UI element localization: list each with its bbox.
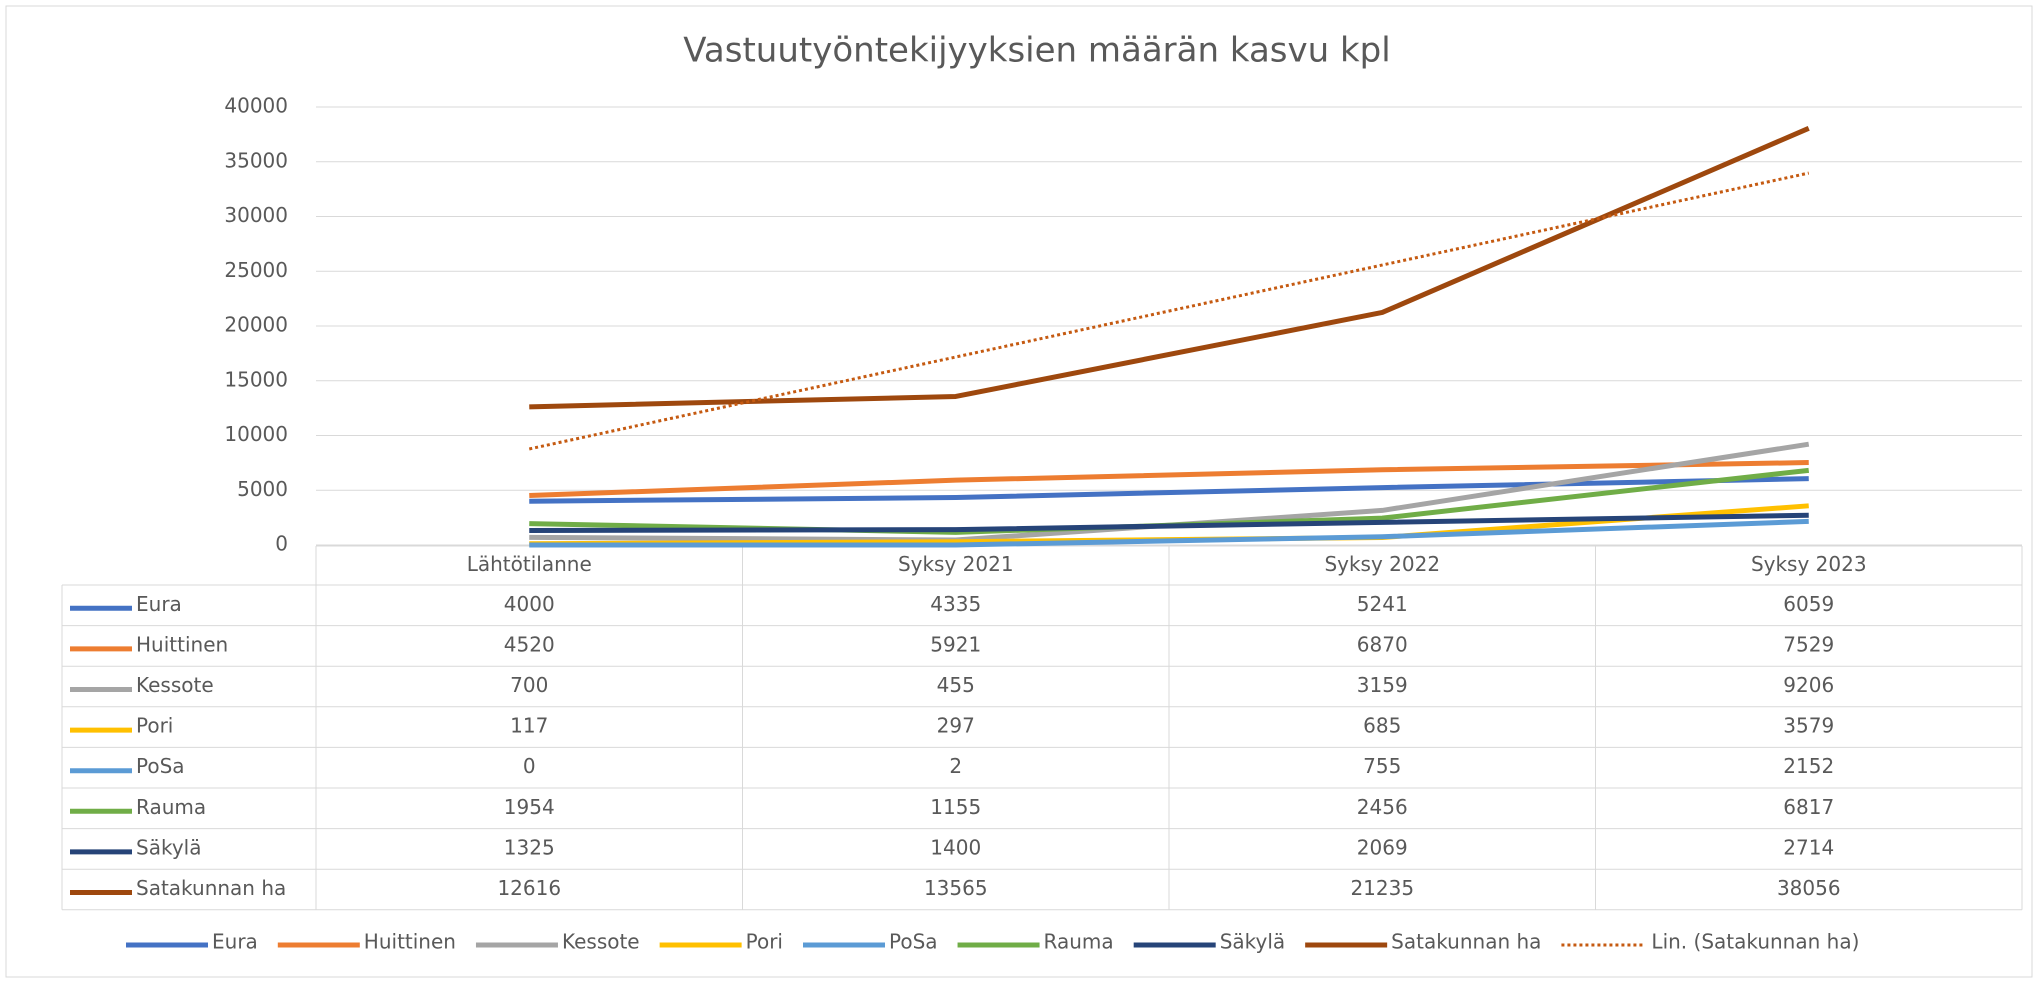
x-tick-label: Syksy 2022 [1324, 552, 1440, 576]
table-cell: 9206 [1783, 673, 1834, 697]
table-cell: 2 [949, 754, 962, 778]
table-cell: 2714 [1783, 835, 1834, 859]
table-series-name: Satakunnan ha [136, 876, 286, 900]
table-cell: 3579 [1783, 714, 1834, 738]
series-line [529, 512, 1809, 533]
chart-title: Vastuutyöntekijyyksien määrän kasvu kpl [683, 31, 1390, 71]
legend-label: Rauma [1044, 930, 1114, 954]
y-tick-label: 15000 [224, 367, 288, 391]
x-tick-label: Lähtötilanne [467, 552, 592, 576]
y-tick-label: 35000 [224, 148, 288, 172]
table-cell: 1155 [930, 795, 981, 819]
y-tick-label: 0 [275, 532, 288, 556]
chart-border [5, 5, 2033, 978]
table-cell: 4000 [504, 592, 555, 616]
table-cell: 2152 [1783, 754, 1834, 778]
table-cell: 4520 [504, 632, 555, 656]
table-cell: 117 [510, 714, 548, 738]
table-cell: 2456 [1357, 795, 1408, 819]
y-tick-label: 10000 [224, 422, 288, 446]
table-cell: 0 [523, 754, 536, 778]
table-series-name: Pori [136, 714, 173, 738]
series-line [529, 518, 1809, 548]
legend-label: Huittinen [364, 930, 456, 954]
series-line [529, 460, 1809, 499]
table-cell: 13565 [924, 876, 988, 900]
y-tick-label: 5000 [237, 477, 288, 501]
table-cell: 685 [1363, 714, 1401, 738]
table-cell: 6817 [1783, 795, 1834, 819]
table-series-name: Rauma [136, 795, 206, 819]
table-cell: 755 [1363, 754, 1401, 778]
table-cell: 455 [937, 673, 975, 697]
table-cell: 6059 [1783, 592, 1834, 616]
legend-label: Kessote [562, 930, 640, 954]
y-tick-label: 25000 [224, 258, 288, 282]
y-tick-label: 40000 [224, 94, 288, 118]
x-tick-label: Syksy 2023 [1751, 552, 1867, 576]
table-cell: 7529 [1783, 632, 1834, 656]
table-series-name: Kessote [136, 673, 214, 697]
series-line [529, 476, 1809, 504]
table-cell: 1325 [504, 835, 555, 859]
legend-label: PoSa [889, 930, 938, 954]
table-cell: 1954 [504, 795, 555, 819]
table-cell: 38056 [1777, 876, 1841, 900]
legend-label: Satakunnan ha [1391, 930, 1541, 954]
legend-label: Säkylä [1220, 930, 1285, 954]
table-cell: 700 [510, 673, 548, 697]
legend-label: Pori [746, 930, 783, 954]
table-cell: 3159 [1357, 673, 1408, 697]
table-cell: 12616 [497, 876, 561, 900]
legend-label: Lin. (Satakunnan ha) [1651, 930, 1859, 954]
table-cell: 5241 [1357, 592, 1408, 616]
table-series-name: Säkylä [136, 835, 201, 859]
x-tick-label: Syksy 2021 [898, 552, 1014, 576]
table-cell: 297 [937, 714, 975, 738]
y-tick-label: 20000 [224, 313, 288, 337]
y-tick-label: 30000 [224, 203, 288, 227]
table-series-name: PoSa [136, 754, 185, 778]
table-cell: 1400 [930, 835, 981, 859]
legend-label: Eura [212, 930, 258, 954]
table-series-name: Huittinen [136, 632, 228, 656]
table-cell: 4335 [930, 592, 981, 616]
table-cell: 21235 [1350, 876, 1414, 900]
table-cell: 6870 [1357, 632, 1408, 656]
table-cell: 5921 [930, 632, 981, 656]
table-series-name: Eura [136, 592, 182, 616]
table-cell: 2069 [1357, 835, 1408, 859]
trendline [528, 171, 1810, 451]
